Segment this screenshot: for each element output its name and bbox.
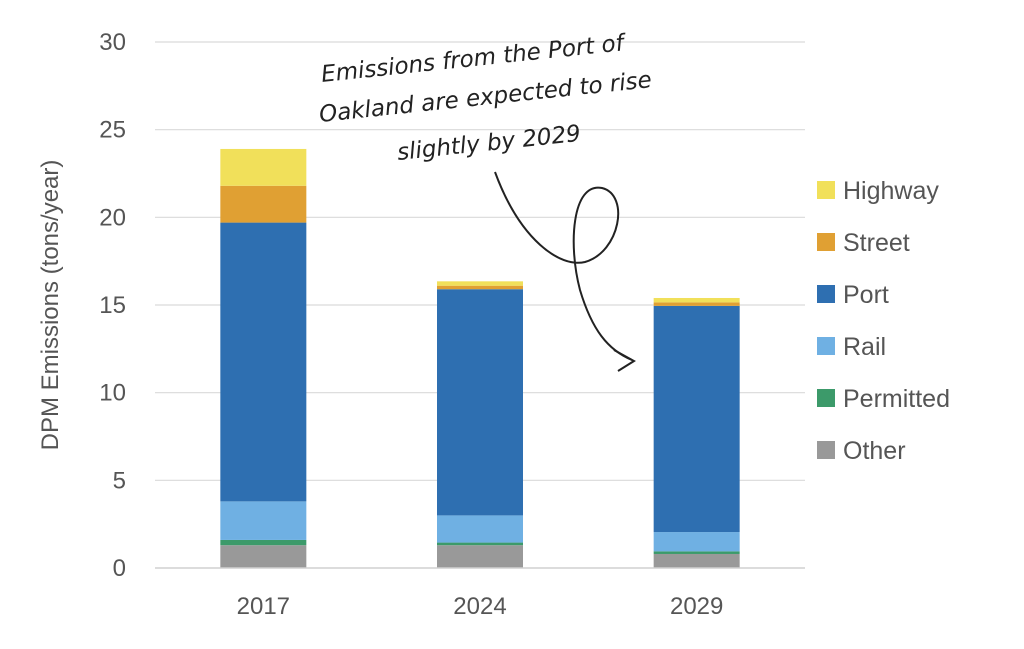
annotation-arrow: [494, 171, 633, 361]
bar-segment-port: [653, 305, 740, 533]
bar-segment-street: [437, 285, 523, 290]
legend-label-highway: Highway: [843, 177, 939, 205]
legend-label-port: Port: [843, 281, 889, 309]
y-axis-ticks: 0 5 10 15 20 25 30: [99, 29, 126, 582]
annotation-line-3: slightly by 2029: [396, 121, 582, 166]
y-axis-label: DPM Emissions (tons/year): [37, 160, 64, 451]
y-tick-label: 15: [99, 292, 126, 319]
legend-label-other: Other: [843, 437, 906, 465]
legend-swatch-other: [817, 441, 835, 459]
legend-label-street: Street: [843, 229, 910, 257]
legend-swatch-permitted: [817, 389, 835, 407]
bar-segment-street: [220, 185, 307, 223]
legend-swatch-highway: [817, 181, 835, 199]
annotation-arrowhead: [613, 349, 636, 372]
bar-segment-other: [653, 553, 740, 568]
x-axis-ticks: 2017 2024 2029: [237, 593, 724, 620]
legend-label-permitted: Permitted: [843, 385, 950, 413]
bar-segment-permitted: [220, 539, 307, 546]
legend: Highway Street Port Rail Permitted Other: [817, 177, 950, 465]
y-tick-label: 30: [99, 29, 126, 56]
bar-segment-other: [220, 545, 307, 568]
bar-segment-street: [653, 302, 740, 306]
x-tick-label: 2017: [237, 593, 290, 620]
legend-label-rail: Rail: [843, 333, 886, 361]
y-tick-label: 0: [113, 555, 126, 582]
bar-segment-port: [437, 289, 523, 516]
bar-segment-highway: [437, 281, 523, 286]
y-tick-label: 5: [113, 467, 126, 494]
x-tick-label: 2024: [453, 593, 506, 620]
bar-segment-rail: [220, 501, 307, 540]
bar-segment-highway: [653, 297, 740, 303]
bar-segment-rail: [437, 515, 523, 543]
bar-segment-highway: [220, 148, 307, 186]
y-tick-label: 25: [99, 117, 126, 144]
bar-segment-permitted: [653, 551, 740, 554]
bar-segment-rail: [653, 532, 740, 552]
x-tick-label: 2029: [670, 593, 723, 620]
bar-segment-port: [220, 222, 307, 502]
legend-swatch-port: [817, 285, 835, 303]
y-tick-label: 10: [99, 380, 126, 407]
legend-swatch-rail: [817, 337, 835, 355]
bars: [220, 148, 740, 568]
y-tick-label: 20: [99, 204, 126, 231]
bar-segment-other: [437, 545, 523, 568]
bar-segment-permitted: [437, 542, 523, 546]
legend-swatch-street: [817, 233, 835, 251]
